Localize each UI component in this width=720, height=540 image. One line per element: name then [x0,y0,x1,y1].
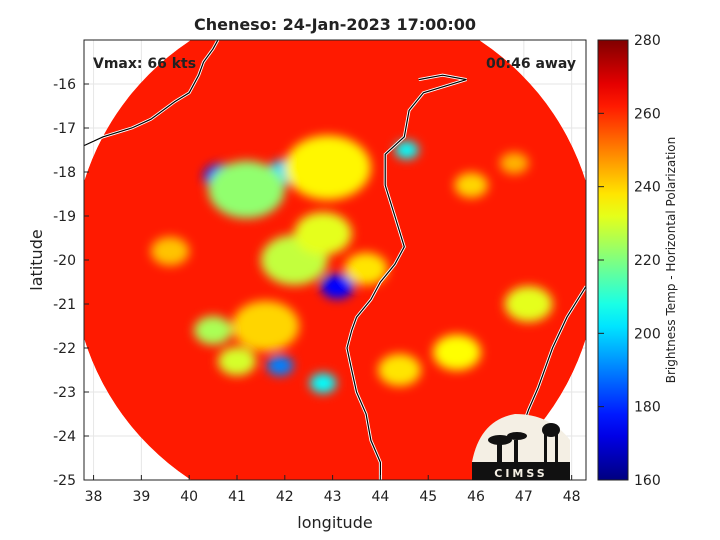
colorbar-tick-label: 280 [634,33,661,49]
x-axis-ticks: 38 39 40 41 42 43 44 45 46 47 48 [85,475,581,505]
y-tick-label: -24 [53,429,76,445]
colorbar-tick-label: 240 [634,180,661,196]
colorbar-label: Brightness Temp - Horizontal Polarizatio… [664,137,678,384]
feature-east-band-1 [504,286,553,322]
colorbar-tick-label: 200 [634,326,661,342]
x-axis-label: longitude [297,513,372,532]
y-tick-label: -23 [53,385,76,401]
x-tick-label: 41 [228,489,246,505]
x-tick-label: 39 [132,489,150,505]
microwave-swath [84,40,586,480]
feature-inner-core-east [344,252,388,285]
x-tick-label: 46 [467,489,485,505]
feature-band-north-arc-2 [284,135,371,200]
feature-band-northeast [394,141,419,159]
madagascar-west-coast [346,74,467,480]
feature-band-southwest-1 [193,316,233,345]
feature-east-band-2 [433,334,481,371]
feature-band-southwest-2 [217,346,257,376]
chart-title: Cheneso: 24-Jan-2023 17:00:00 [194,15,476,34]
y-tick-label: -19 [53,209,76,225]
cimss-logo-text: CIMSS [494,467,547,480]
time-away-annotation: 00:46 away [486,56,576,72]
x-tick-label: 43 [324,489,342,505]
x-tick-label: 48 [563,489,581,505]
swath-background [84,40,586,480]
y-tick-label: -25 [53,473,76,489]
feature-northeast-cell [454,172,488,198]
x-tick-label: 45 [419,489,437,505]
colorbar-tick-label: 180 [634,400,661,416]
x-tick-label: 47 [515,489,533,505]
feature-band-north-arc [208,160,285,219]
y-axis-ticks: -16 -17 -18 -19 -20 -21 -22 -23 -24 -25 [53,77,89,489]
y-axis-label: latitude [27,229,46,290]
y-tick-label: -17 [53,121,76,137]
feature-band-south-2 [309,373,337,394]
feature-band-south-1 [266,355,294,376]
y-tick-label: -18 [53,165,76,181]
colorbar-tick-label: 160 [634,473,661,489]
feature-band-south-arc [232,300,300,352]
feature-eyewall-ring-north [294,212,352,256]
colorbar-tick-label: 260 [634,106,661,122]
vmax-annotation: Vmax: 66 kts [93,56,196,72]
colorbar-tick-label: 220 [634,253,661,269]
x-tick-label: 42 [276,489,294,505]
y-tick-label: -22 [53,341,76,357]
x-tick-label: 44 [372,489,390,505]
feature-east-band-3 [378,353,422,387]
africa-mozambique-coast [84,40,219,147]
x-tick-label: 38 [85,489,103,505]
feature-eyewall-south [320,273,355,299]
coastlines [84,40,586,480]
x-tick-label: 40 [180,489,198,505]
y-tick-label: -16 [53,77,76,93]
feature-northeast-cell-2 [499,152,529,174]
colorbar-ticks: 160 180 200 220 240 260 280 [598,33,661,489]
cimss-logo: CIMSS [472,414,570,480]
feature-northwest-cell [150,236,190,266]
y-tick-label: -20 [53,253,76,269]
y-tick-label: -21 [53,297,76,313]
